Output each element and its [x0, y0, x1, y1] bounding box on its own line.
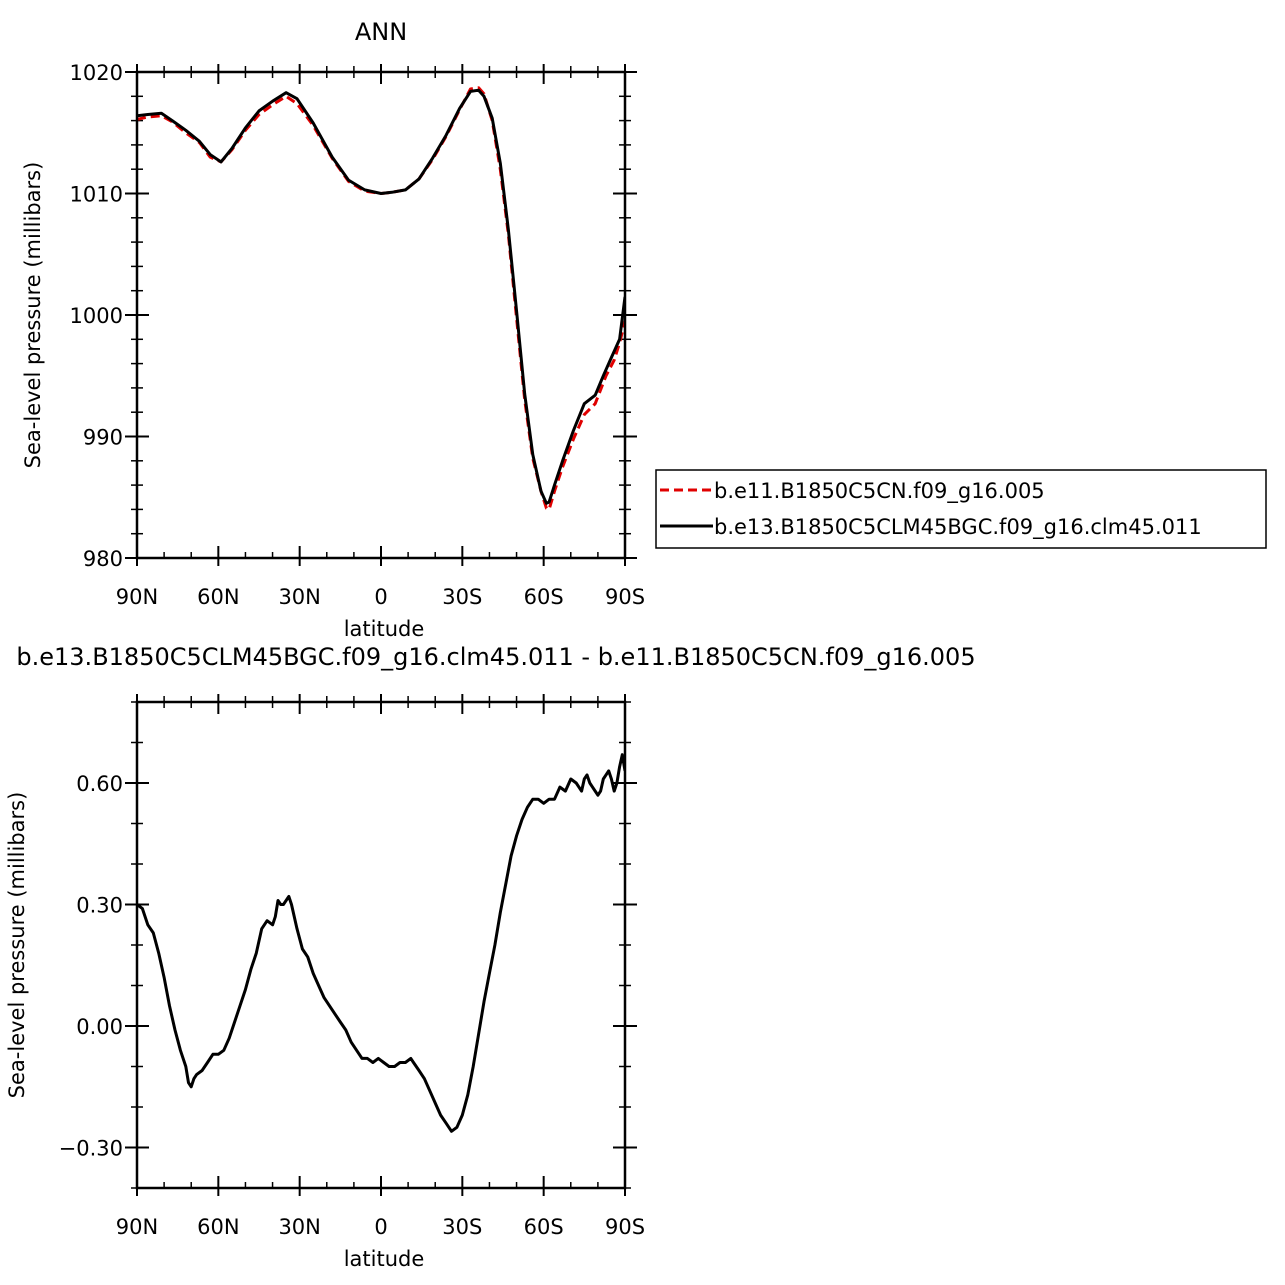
bottom-x-tick-label: 30N — [278, 1215, 320, 1239]
top-y-tick-label: 1020 — [70, 61, 123, 85]
top-x-tick-label: 90S — [605, 585, 645, 609]
legend-label-0: b.e11.B1850C5CN.f09_g16.005 — [714, 479, 1045, 504]
top-y-axis-label: Sea-level pressure (millibars) — [21, 162, 45, 469]
top-y-tick-label: 980 — [83, 547, 123, 571]
bottom-x-tick-label: 30S — [442, 1215, 482, 1239]
top-y-tick-label: 990 — [83, 426, 123, 450]
top-x-tick-label: 90N — [116, 585, 158, 609]
bottom-x-tick-label: 0 — [374, 1215, 387, 1239]
top-x-tick-label: 60N — [197, 585, 239, 609]
top-x-tick-label: 0 — [374, 585, 387, 609]
top-y-tick-label: 1010 — [70, 183, 123, 207]
bottom-x-axis-label: latitude — [344, 1247, 425, 1271]
top-x-tick-label: 30N — [278, 585, 320, 609]
top-plot-title: ANN — [355, 18, 407, 46]
top-x-tick-label: 60S — [524, 585, 564, 609]
bottom-series-line-0 — [137, 753, 625, 1133]
legend-label-1: b.e13.B1850C5CLM45BGC.f09_g16.clm45.011 — [714, 515, 1202, 540]
top-panel: ANN 90N 60N 30N 0 30S 60S 90S 980 990 1000 1010 102… — [21, 18, 1267, 641]
bottom-plot-frame — [135, 700, 627, 1190]
bottom-x-tick-label: 60S — [524, 1215, 564, 1239]
legend: b.e11.B1850C5CN.f09_g16.005 b.e13.B1850C5… — [655, 469, 1267, 549]
top-y-tick-label: 1000 — [70, 304, 123, 328]
legend-box — [655, 469, 1267, 549]
top-plot-frame — [135, 70, 627, 560]
bottom-y-tick-label: 0.30 — [76, 894, 123, 918]
bottom-y-tick-label: 0.00 — [76, 1015, 123, 1039]
top-x-axis-label: latitude — [344, 617, 425, 641]
bottom-plot-title: b.e13.B1850C5CLM45BGC.f09_g16.clm45.011 … — [16, 643, 975, 671]
bottom-panel: b.e13.B1850C5CLM45BGC.f09_g16.clm45.011 … — [5, 643, 976, 1271]
bottom-x-tick-label: 90N — [116, 1215, 158, 1239]
bottom-x-tick-label: 60N — [197, 1215, 239, 1239]
top-x-tick-label: 30S — [442, 585, 482, 609]
top-series-line-1 — [137, 88, 625, 505]
bottom-y-axis-label: Sea-level pressure (millibars) — [5, 792, 29, 1099]
top-series-line-0 — [137, 86, 625, 511]
bottom-y-tick-label: 0.60 — [76, 772, 123, 796]
bottom-x-tick-label: 90S — [605, 1215, 645, 1239]
bottom-y-tick-label: −0.30 — [59, 1137, 123, 1161]
